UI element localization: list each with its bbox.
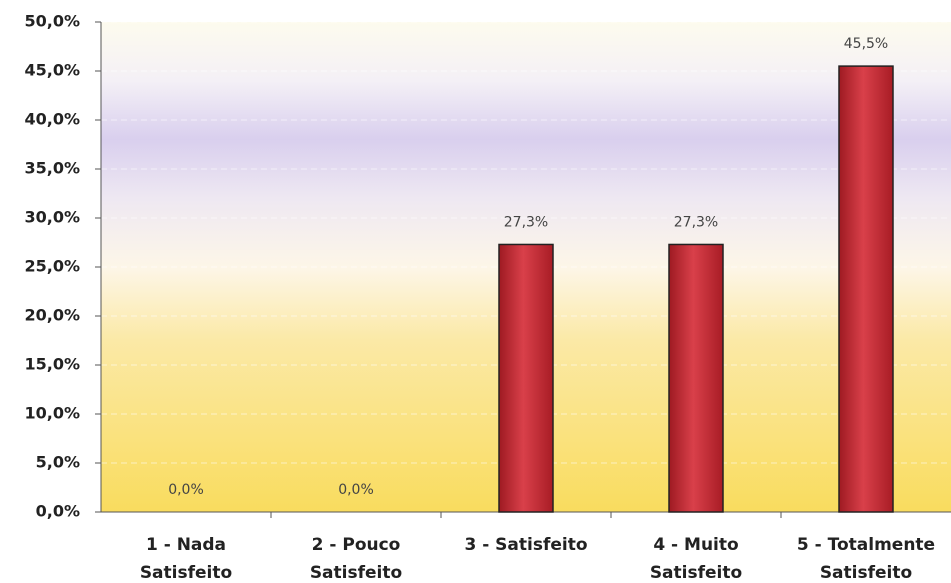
x-tick-label: 2 - Pouco: [312, 535, 401, 555]
bar: [668, 243, 724, 513]
x-tick-label: Satisfeito: [820, 563, 912, 583]
y-tick-label: 40,0%: [24, 110, 80, 129]
y-tick-label: 15,0%: [24, 355, 80, 374]
bar: [498, 243, 554, 513]
value-label: 0,0%: [338, 482, 374, 498]
y-tick-label: 25,0%: [24, 257, 80, 276]
y-tick-label: 45,0%: [24, 61, 80, 80]
y-tick-label: 5,0%: [36, 453, 80, 472]
x-tick-label: 4 - Muito: [653, 535, 738, 555]
y-tick-label: 35,0%: [24, 159, 80, 178]
x-tick-label: 5 - Totalmente: [797, 535, 935, 555]
x-tick-label: Satisfeito: [650, 563, 742, 583]
x-tick-label: Satisfeito: [140, 563, 232, 583]
value-label: 0,0%: [168, 482, 204, 498]
x-tick-label: 3 - Satisfeito: [464, 535, 587, 555]
value-label: 27,3%: [504, 214, 548, 230]
x-tick-label: 1 - Nada: [146, 535, 226, 555]
y-tick-label: 0,0%: [36, 502, 80, 521]
value-label: 27,3%: [674, 214, 718, 230]
y-tick-label: 20,0%: [24, 306, 80, 325]
x-tick-label: Satisfeito: [310, 563, 402, 583]
y-tick-label: 10,0%: [24, 404, 80, 423]
bar: [838, 65, 894, 513]
y-tick-label: 30,0%: [24, 208, 80, 227]
value-label: 45,5%: [844, 36, 888, 52]
y-tick-label: 50,0%: [24, 12, 80, 31]
